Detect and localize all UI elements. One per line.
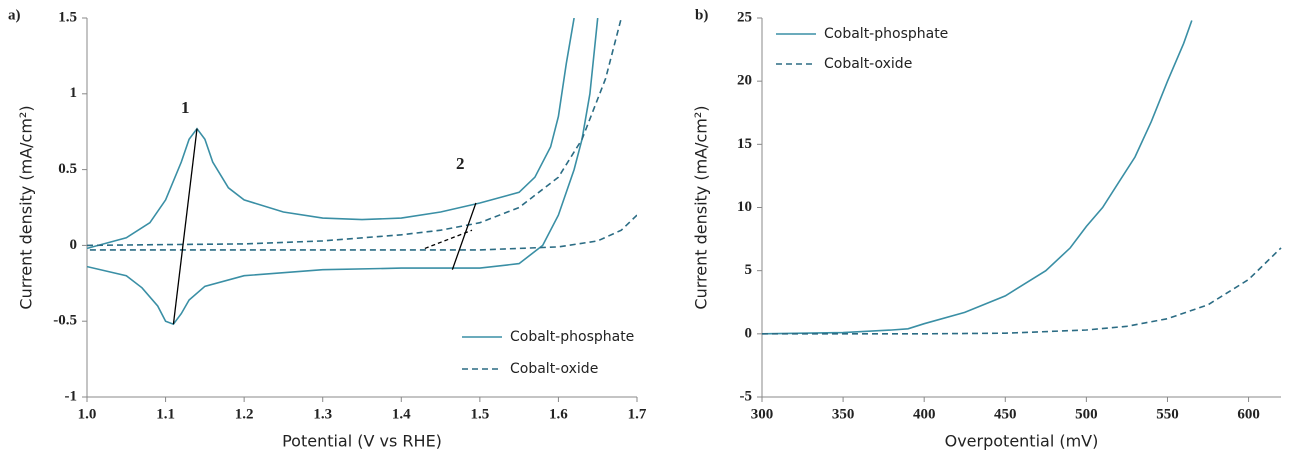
y-axis-label: Current density (mA/cm²) [692,105,711,309]
x-tick-label: 300 [751,406,774,422]
y-tick-label: 0 [745,325,753,341]
annotation: 1 [181,98,190,117]
x-tick-label: 1.7 [628,406,647,422]
x-tick-label: 400 [913,406,936,422]
x-tick-label: 1.3 [313,406,332,422]
plot-area [87,18,637,326]
series-line [87,18,637,251]
annotation-line [172,128,198,325]
series-line [87,18,599,326]
y-tick-label: 0 [70,237,78,253]
y-tick-label: 10 [737,199,752,215]
y-tick-label: -0.5 [53,313,77,329]
legend-label: Cobalt-oxide [824,56,912,72]
x-tick-label: 1.6 [549,406,568,422]
series-line [762,247,1282,335]
y-tick-label: 1 [70,85,78,101]
plot-area [762,20,1282,335]
x-tick-label: 450 [994,406,1017,422]
x-tick-label: 550 [1156,406,1179,422]
y-tick-label: 25 [737,9,752,25]
y-tick-label: 20 [737,73,752,89]
x-axis-label: Potential (V vs RHE) [282,432,442,451]
annotation-line [424,229,473,250]
x-tick-label: 600 [1237,406,1260,422]
annotation: 2 [456,154,465,173]
x-tick-label: 1.1 [156,406,175,422]
x-tick-label: 1.2 [235,406,254,422]
y-tick-label: -1 [65,388,78,404]
x-tick-label: 350 [832,406,855,422]
legend-label: Cobalt-oxide [510,361,598,377]
y-tick-label: 5 [745,262,753,278]
y-tick-label: -5 [740,388,753,404]
y-tick-label: 1.5 [58,9,77,25]
panel-label: a) [8,7,21,23]
x-tick-label: 1.0 [78,406,97,422]
legend-label: Cobalt-phosphate [824,26,948,42]
y-axis-label: Current density (mA/cm²) [17,105,36,309]
panel-label: b) [695,7,708,23]
x-tick-label: 1.4 [392,406,411,422]
series-line [762,20,1193,335]
y-tick-label: 0.5 [58,161,77,177]
legend-label: Cobalt-phosphate [510,329,634,345]
x-axis-label: Overpotential (mV) [945,432,1099,451]
x-tick-label: 500 [1075,406,1098,422]
x-tick-label: 1.5 [470,406,489,422]
annotation-line [451,202,477,270]
y-tick-label: 15 [737,136,752,152]
